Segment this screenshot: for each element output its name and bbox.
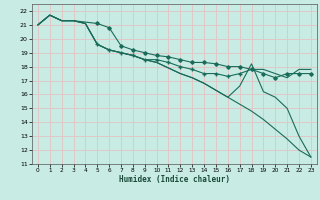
X-axis label: Humidex (Indice chaleur): Humidex (Indice chaleur) bbox=[119, 175, 230, 184]
